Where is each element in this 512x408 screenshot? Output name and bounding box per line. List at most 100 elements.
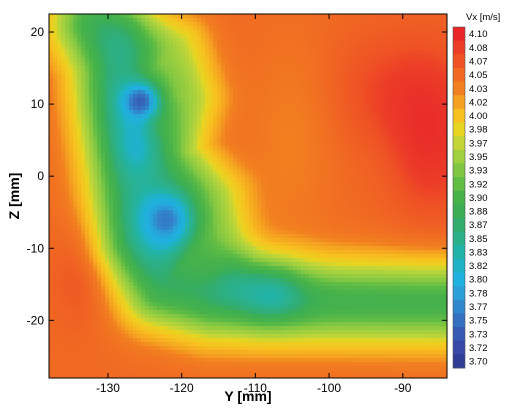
field-cell <box>257 290 262 295</box>
field-cell <box>109 94 114 99</box>
field-cell <box>265 58 270 63</box>
field-cell <box>49 346 54 351</box>
field-cell <box>149 78 154 83</box>
field-cell <box>125 246 130 251</box>
field-cell <box>85 170 90 175</box>
field-cell <box>65 330 70 335</box>
field-cell <box>245 278 250 283</box>
field-cell <box>73 318 78 323</box>
field-cell <box>181 50 186 55</box>
field-cell <box>261 330 266 335</box>
field-cell <box>69 66 74 71</box>
field-cell <box>61 50 66 55</box>
field-cell <box>121 102 126 107</box>
field-cell <box>185 58 190 63</box>
field-cell <box>113 14 118 19</box>
field-cell <box>177 358 182 363</box>
field-cell <box>53 62 58 67</box>
field-cell <box>249 110 254 115</box>
field-cell <box>101 146 106 151</box>
field-cell <box>117 34 122 39</box>
field-cell <box>73 342 78 347</box>
field-cell <box>237 130 242 135</box>
field-cell <box>177 338 182 343</box>
field-cell <box>53 354 58 359</box>
field-cell <box>225 326 230 331</box>
field-cell <box>113 78 118 83</box>
field-cell <box>217 238 222 243</box>
field-cell <box>153 94 158 99</box>
field-cell <box>69 350 74 355</box>
field-cell <box>165 98 170 103</box>
field-cell <box>101 50 106 55</box>
field-cell <box>169 326 174 331</box>
field-cell <box>89 338 94 343</box>
field-cell <box>57 194 62 199</box>
field-cell <box>165 62 170 67</box>
field-cell <box>225 318 230 323</box>
field-cell <box>265 90 270 95</box>
field-cell <box>229 18 234 23</box>
field-cell <box>133 46 138 51</box>
field-cell <box>221 102 226 107</box>
field-cell <box>73 190 78 195</box>
field-cell <box>205 30 210 35</box>
field-cell <box>261 106 266 111</box>
field-cell <box>225 90 230 95</box>
field-cell <box>189 74 194 79</box>
field-cell <box>121 182 126 187</box>
field-cell <box>233 142 238 147</box>
field-cell <box>113 162 118 167</box>
field-cell <box>253 282 258 287</box>
field-cell <box>209 82 214 87</box>
field-cell <box>253 278 258 283</box>
field-cell <box>137 34 142 39</box>
field-cell <box>241 130 246 135</box>
field-cell <box>245 158 250 163</box>
field-cell <box>205 306 210 311</box>
field-cell <box>89 98 94 103</box>
field-cell <box>137 230 142 235</box>
field-cell <box>169 50 174 55</box>
field-cell <box>209 222 214 227</box>
field-cell <box>205 70 210 75</box>
field-cell <box>77 158 82 163</box>
field-cell <box>133 86 138 91</box>
field-cell <box>181 286 186 291</box>
field-cell <box>149 174 154 179</box>
field-cell <box>65 310 70 315</box>
field-cell <box>85 254 90 259</box>
field-cell <box>149 142 154 147</box>
field-cell <box>217 262 222 267</box>
field-cell <box>77 166 82 171</box>
field-cell <box>153 186 158 191</box>
field-cell <box>249 70 254 75</box>
field-cell <box>221 322 226 327</box>
field-cell <box>149 206 154 211</box>
field-cell <box>233 370 238 375</box>
field-cell <box>53 306 58 311</box>
field-cell <box>141 270 146 275</box>
field-cell <box>121 46 126 51</box>
field-cell <box>109 166 114 171</box>
field-cell <box>237 278 242 283</box>
field-cell <box>161 30 166 35</box>
field-cell <box>205 342 210 347</box>
field-cell <box>225 242 230 247</box>
field-cell <box>129 334 134 339</box>
field-cell <box>261 314 266 319</box>
field-cell <box>213 30 218 35</box>
field-cell <box>217 210 222 215</box>
field-cell <box>69 274 74 279</box>
field-cell <box>113 74 118 79</box>
field-cell <box>245 34 250 39</box>
field-cell <box>245 222 250 227</box>
field-cell <box>237 366 242 371</box>
field-cell <box>105 194 110 199</box>
field-cell <box>129 146 134 151</box>
field-cell <box>185 254 190 259</box>
field-cell <box>205 154 210 159</box>
field-cell <box>205 66 210 71</box>
field-cell <box>157 158 162 163</box>
field-cell <box>157 206 162 211</box>
